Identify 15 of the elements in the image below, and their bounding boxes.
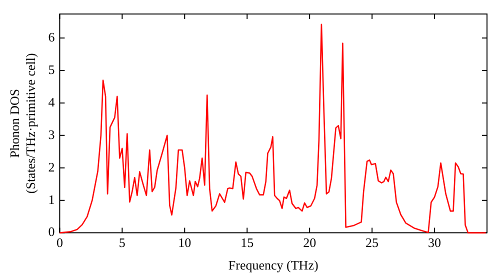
y-tick-label: 2 [48,159,55,174]
y-tick-label: 0 [48,224,55,240]
y-axis-title: Phonon DOS (States/THz·primitive cell) [7,53,38,194]
y-tick-label: 1 [48,192,55,207]
x-tick-label: 30 [428,235,442,250]
x-tick-label: 5 [118,235,126,250]
x-tick-label: 25 [366,235,379,250]
y-tick-label: 3 [48,126,55,142]
x-tick-label: 10 [178,235,192,250]
y-tick-label: 5 [48,62,55,77]
x-axis-title: Frequency (THz) [228,258,318,273]
y-tick-label: 4 [48,94,56,110]
x-tick-label: 20 [303,235,316,250]
x-tick-label: 15 [240,235,254,250]
y-tick-label: 6 [48,29,56,44]
